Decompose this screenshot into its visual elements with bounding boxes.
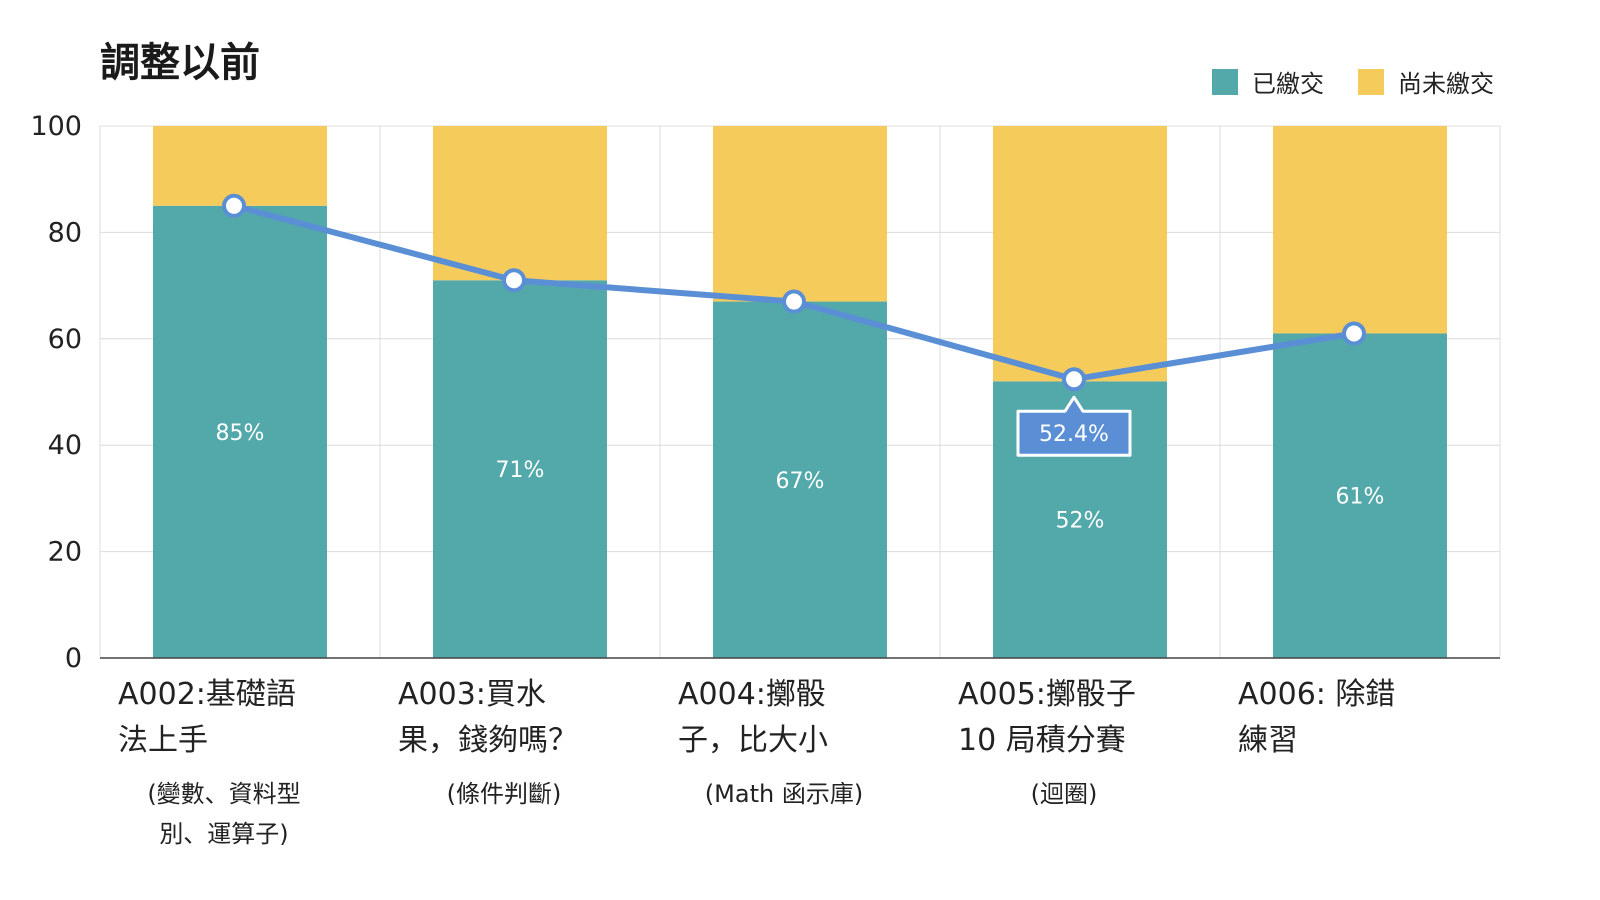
x-category-label: A003:買水 — [398, 677, 546, 712]
bar-not-submitted — [153, 126, 327, 206]
bar-submitted — [713, 301, 887, 658]
line-point — [222, 193, 246, 218]
legend-item-not-submitted[interactable]: 尚未繳交 — [1358, 64, 1494, 99]
bar-data-label: 61% — [1336, 485, 1385, 510]
bar-data-label: 52% — [1056, 509, 1105, 534]
line-point — [782, 289, 806, 314]
x-category-sublabel: 別、運算子) — [159, 820, 288, 848]
x-category-sublabel: (Math 函示庫) — [705, 780, 863, 808]
bar-submitted — [153, 205, 327, 659]
bar-submitted — [1273, 333, 1447, 658]
chart-title: 調整以前 — [100, 40, 260, 86]
x-category-label: A005:擲骰子 — [958, 677, 1136, 712]
bar-data-label: 67% — [776, 469, 825, 494]
bar-data-label: 71% — [496, 458, 545, 483]
x-category-label: 練習 — [1238, 723, 1298, 758]
legend: 已繳交 尚未繳交 — [1212, 64, 1494, 99]
line-point — [1342, 321, 1366, 346]
y-tick-label: 0 — [65, 643, 82, 674]
y-tick-label: 40 — [48, 430, 82, 461]
legend-label-submitted: 已繳交 — [1252, 70, 1324, 98]
x-category-sublabel: (條件判斷) — [447, 780, 562, 808]
y-tick-label: 100 — [30, 111, 82, 142]
x-category-label: 法上手 — [118, 723, 208, 758]
legend-label-not-submitted: 尚未繳交 — [1398, 70, 1494, 98]
x-category-label: A006: 除錯 — [1238, 677, 1395, 712]
legend-item-submitted[interactable]: 已繳交 — [1212, 64, 1324, 99]
annotation-label: 52.4% — [1039, 422, 1109, 447]
bar-submitted — [433, 280, 607, 658]
bar-not-submitted — [433, 126, 607, 281]
y-tick-label: 80 — [48, 217, 82, 248]
y-tick-label: 60 — [48, 324, 82, 355]
x-category-sublabel: (迴圈) — [1031, 780, 1098, 808]
x-category-label: 10 局積分賽 — [958, 723, 1126, 758]
x-category-label: 果，錢夠嗎？ — [398, 723, 578, 758]
y-tick-label: 20 — [48, 537, 82, 568]
bar-data-label: 85% — [216, 421, 265, 446]
x-category-label: A004:擲骰 — [678, 677, 826, 712]
x-category-label: A002:基礎語 — [118, 677, 296, 712]
bar-not-submitted — [1273, 126, 1447, 334]
bar-not-submitted — [993, 126, 1167, 382]
line-point — [502, 268, 526, 293]
x-category-sublabel: (變數、資料型 — [147, 780, 300, 808]
legend-swatch-not-submitted — [1358, 68, 1384, 95]
bar-not-submitted — [713, 126, 887, 302]
legend-swatch-submitted — [1212, 68, 1238, 95]
annotation-callout — [1016, 395, 1132, 457]
x-category-label: 子，比大小 — [678, 723, 828, 758]
line-point — [1062, 367, 1086, 392]
